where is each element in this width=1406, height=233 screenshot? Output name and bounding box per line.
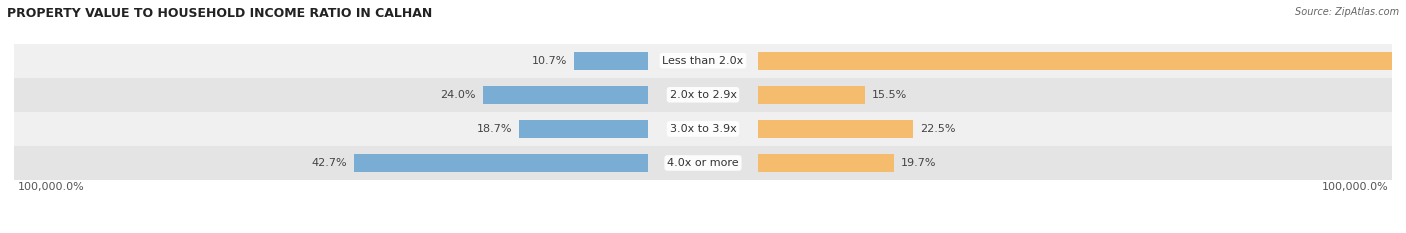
- Bar: [14, 146, 1392, 180]
- Bar: [574, 52, 648, 70]
- Bar: [758, 154, 894, 172]
- Text: Source: ZipAtlas.com: Source: ZipAtlas.com: [1295, 7, 1399, 17]
- Bar: [14, 78, 1392, 112]
- Text: 42.7%: 42.7%: [311, 158, 347, 168]
- Text: 2.0x to 2.9x: 2.0x to 2.9x: [669, 90, 737, 100]
- Bar: [758, 52, 1406, 70]
- Text: 100,000.0%: 100,000.0%: [1322, 182, 1389, 192]
- Text: PROPERTY VALUE TO HOUSEHOLD INCOME RATIO IN CALHAN: PROPERTY VALUE TO HOUSEHOLD INCOME RATIO…: [7, 7, 432, 20]
- Text: Less than 2.0x: Less than 2.0x: [662, 56, 744, 66]
- Bar: [519, 120, 648, 138]
- Bar: [354, 154, 648, 172]
- Bar: [758, 120, 912, 138]
- Bar: [14, 112, 1392, 146]
- Text: 10.7%: 10.7%: [531, 56, 567, 66]
- Bar: [14, 44, 1392, 78]
- Text: 3.0x to 3.9x: 3.0x to 3.9x: [669, 124, 737, 134]
- Bar: [482, 86, 648, 104]
- Text: 15.5%: 15.5%: [872, 90, 907, 100]
- Text: 18.7%: 18.7%: [477, 124, 512, 134]
- Text: 4.0x or more: 4.0x or more: [668, 158, 738, 168]
- Text: 24.0%: 24.0%: [440, 90, 475, 100]
- Text: 19.7%: 19.7%: [901, 158, 936, 168]
- Text: 100,000.0%: 100,000.0%: [17, 182, 84, 192]
- Text: 22.5%: 22.5%: [920, 124, 956, 134]
- Bar: [758, 86, 865, 104]
